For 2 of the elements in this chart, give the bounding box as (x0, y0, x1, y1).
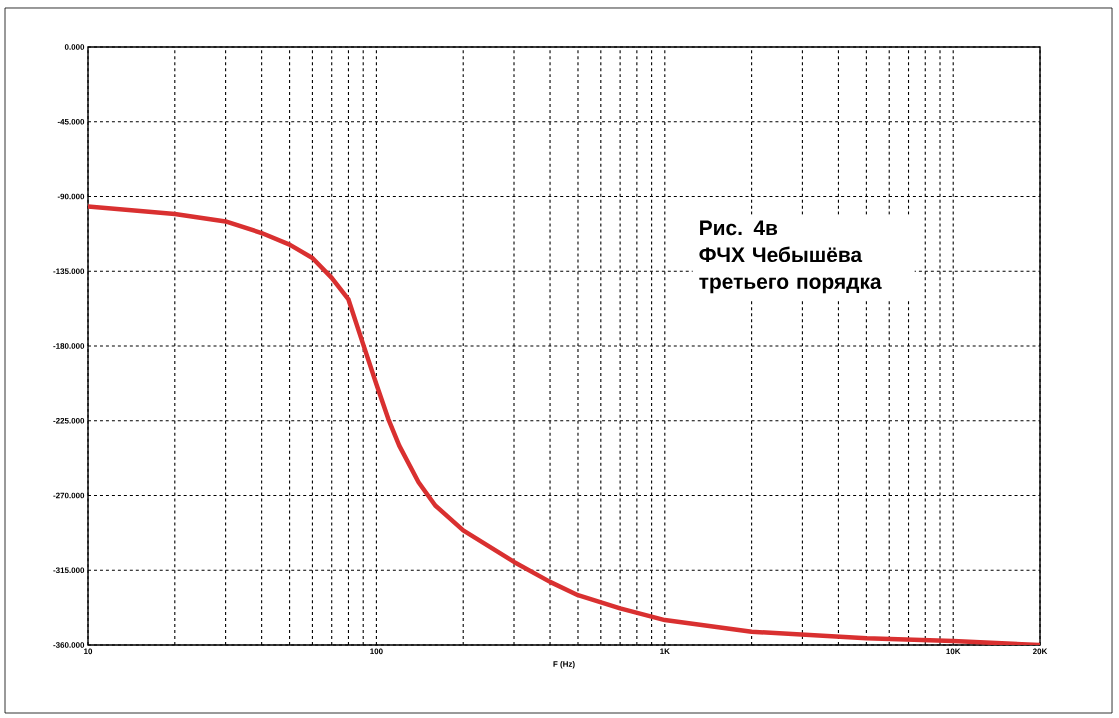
annotation: ФЧХ Чебышёва третьего порядка (699, 246, 882, 294)
annotation: Рис. 4в (700, 220, 778, 236)
